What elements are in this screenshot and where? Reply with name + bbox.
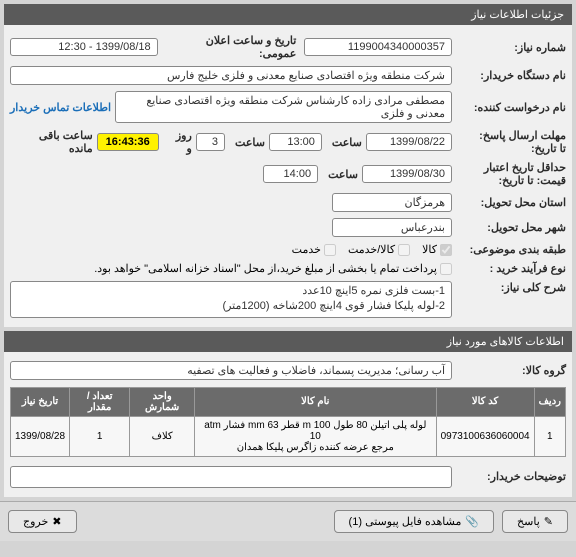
contact-link[interactable]: اطلاعات تماس خریدار (10, 101, 111, 114)
table-cell: 1 (534, 416, 565, 456)
cb-service (324, 244, 336, 256)
table-header: تعداد / مقدار (70, 387, 130, 416)
panel2-body: گروه کالا: آب رسانی؛ مدیریت پسماند، فاضل… (4, 352, 572, 497)
remain-tail: ساعت باقی مانده (10, 129, 93, 155)
cb-goodservice-label: کالا/خدمت (348, 243, 395, 256)
cb-treasury (440, 263, 452, 275)
attach-icon: 📎 (465, 515, 479, 528)
table-header: کد کالا (436, 387, 534, 416)
table-header: واحد شمارش (130, 387, 195, 416)
exit-icon: ✖ (52, 515, 61, 528)
table-header: نام کالا (194, 387, 436, 416)
applicant-label: نام درخواست کننده: (456, 101, 566, 114)
city-field: بندرعباس (332, 218, 452, 237)
applicant-field: مصطفی مرادی زاده کارشناس شرکت منطقه ویژه… (115, 91, 452, 123)
province-label: استان محل تحویل: (456, 196, 566, 209)
desc-field: 1-بست فلزی نمره 5اینچ 10عدد 2-لوله پلیکا… (10, 281, 452, 318)
time-label-3: ساعت (322, 168, 358, 181)
remain-days: 3 (196, 133, 225, 151)
table-cell: لوله پلی اتیلن 80 طول m 100 قطر mm 63 فش… (194, 416, 436, 456)
time-label-2: ساعت (229, 136, 265, 149)
province-field: هرمزگان (332, 193, 452, 212)
group-label: گروه کالا: (456, 364, 566, 377)
deadline-time: 13:00 (269, 133, 322, 151)
desc-label: شرح کلی نیاز: (456, 281, 566, 294)
city-label: شهر محل تحویل: (456, 221, 566, 234)
valid-time: 14:00 (263, 165, 318, 183)
req-num-field: 1199004340000357 (304, 38, 452, 56)
deadline-label: مهلت ارسال پاسخ: تا تاریخ: (456, 129, 566, 155)
footer-bar: ✎ پاسخ 📎 مشاهده فایل پیوستی (1) ✖ خروج (0, 501, 576, 541)
table-header: تاریخ نیاز (11, 387, 70, 416)
category-group: کالا کالا/خدمت خدمت (292, 243, 452, 256)
countdown-timer: 16:43:36 (97, 133, 159, 151)
cb-treasury-label: پرداخت تمام یا بخشی از مبلغ خرید،از محل … (94, 262, 437, 275)
table-cell: 1399/08/28 (11, 416, 70, 456)
panel1-body: شماره نیاز: 1199004340000357 تاریخ و ساع… (4, 25, 572, 327)
details-panel: جزئیات اطلاعات نیاز شماره نیاز: 11990043… (4, 4, 572, 327)
table-row: 10973100636060004لوله پلی اتیلن 80 طول m… (11, 416, 566, 456)
cb-goods-label: کالا (422, 243, 437, 256)
time-label-1: ساعت (326, 136, 362, 149)
valid-date: 1399/08/30 (362, 165, 452, 183)
pubdate-label: تاریخ و ساعت اعلان عمومی: (162, 34, 297, 60)
note-field (10, 466, 452, 488)
cb-service-label: خدمت (292, 243, 321, 256)
panel1-header: جزئیات اطلاعات نیاز (4, 4, 572, 25)
note-label: توضیحات خریدار: (456, 470, 566, 483)
cb-goods (440, 244, 452, 256)
response-label: پاسخ (517, 515, 540, 528)
response-button[interactable]: ✎ پاسخ (502, 510, 568, 533)
items-table: ردیفکد کالانام کالاواحد شمارشتعداد / مقد… (10, 387, 566, 457)
pen-icon: ✎ (544, 515, 553, 528)
pack-label: طبقه بندی موضوعی: (456, 243, 566, 256)
req-num-label: شماره نیاز: (456, 41, 566, 54)
exit-button[interactable]: ✖ خروج (8, 510, 77, 533)
attachment-button[interactable]: 📎 مشاهده فایل پیوستی (1) (334, 510, 495, 533)
table-cell: 0973100636060004 (436, 416, 534, 456)
proc-label: نوع فرآیند خرید : (456, 262, 566, 275)
table-cell: 1 (70, 416, 130, 456)
items-panel: اطلاعات کالاهای مورد نیاز گروه کالا: آب … (4, 331, 572, 497)
deadline-date: 1399/08/22 (366, 133, 452, 151)
pubdate-field: 1399/08/18 - 12:30 (10, 38, 158, 56)
table-cell: کلاف (130, 416, 195, 456)
cb-goodservice (398, 244, 410, 256)
table-header: ردیف (534, 387, 565, 416)
valid-label: حداقل تاریخ اعتبار قیمت: تا تاریخ: (456, 161, 566, 187)
group-field: آب رسانی؛ مدیریت پسماند، فاضلاب و فعالیت… (10, 361, 452, 380)
buyer-label: نام دستگاه خریدار: (456, 69, 566, 82)
attachment-label: مشاهده فایل پیوستی (1) (349, 515, 462, 528)
buyer-field: شرکت منطقه ویژه اقتصادی صنایع معدنی و فل… (10, 66, 452, 85)
exit-label: خروج (23, 515, 48, 528)
panel2-header: اطلاعات کالاهای مورد نیاز (4, 331, 572, 352)
day-label: روز و (163, 129, 192, 155)
